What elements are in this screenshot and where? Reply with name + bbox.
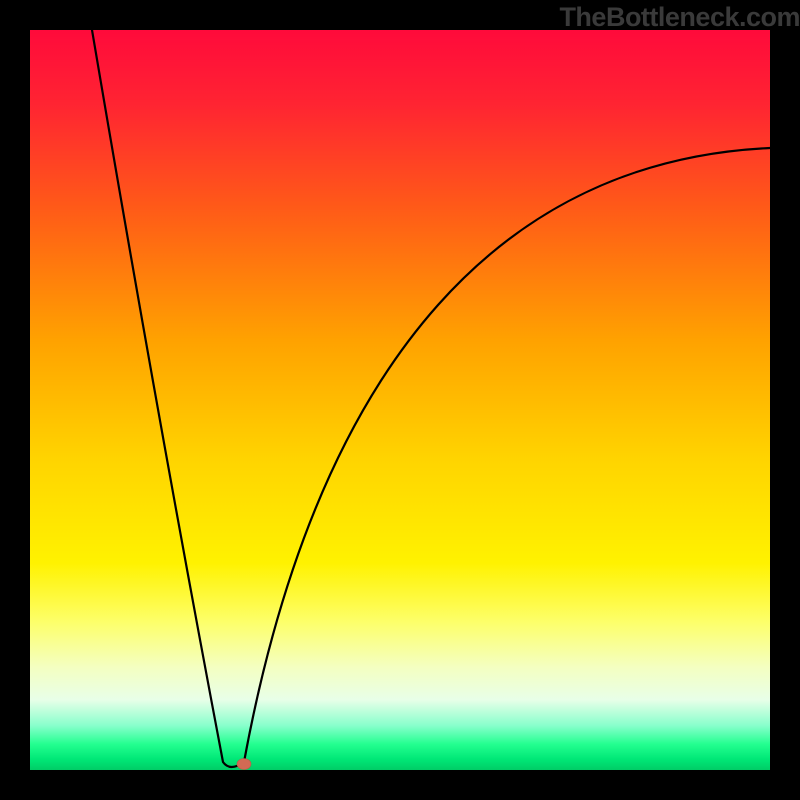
optimum-marker — [237, 759, 251, 770]
plot-area — [30, 30, 770, 770]
gradient-background — [30, 30, 770, 770]
watermark-text: TheBottleneck.com — [559, 2, 800, 33]
chart-svg — [30, 30, 770, 770]
